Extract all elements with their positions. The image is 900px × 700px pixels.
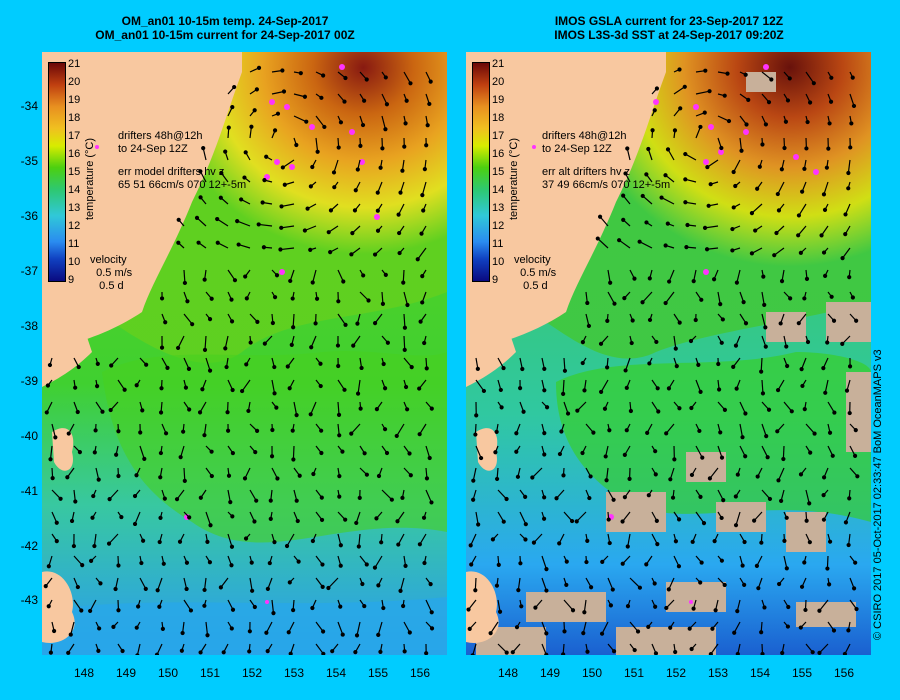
right-title-line1: IMOS GSLA current for 23-Sep-2017 12Z	[554, 14, 784, 28]
left-map-panel[interactable]: 21 20 19 18 17 16 15 14 13 12 11 10 9 te…	[42, 52, 447, 655]
left-title-line1: OM_an01 10-15m temp. 24-Sep-2017	[121, 14, 329, 28]
left-velocity-legend: velocity 0.5 m/s 0.5 d	[90, 254, 133, 292]
right-colorbar	[472, 62, 490, 282]
left-error-label: err model drifters hv z 65 51 66cm/s 070…	[118, 166, 247, 191]
left-colorbar-label: temperature (°C)	[84, 137, 96, 220]
left-temperature-map	[42, 52, 447, 655]
right-drifters-label: drifters 48h@12h to 24-Sep 12Z	[542, 130, 627, 155]
right-map-panel[interactable]: 21 20 19 18 17 16 15 14 13 12 11 10 9 te…	[466, 52, 871, 655]
right-colorbar-label: temperature (°C)	[508, 137, 520, 220]
right-title-line2: IMOS L3S-3d SST at 24-Sep-2017 09:20Z	[554, 28, 784, 42]
right-error-label: err alt drifters hv z 37 49 66cm/s 070 1…	[542, 166, 671, 191]
right-velocity-arrows	[466, 67, 860, 655]
left-colorbar	[48, 62, 66, 282]
left-velocity-arrows	[43, 65, 435, 655]
right-drifter-tracks	[532, 64, 819, 604]
left-drifters-label: drifters 48h@12h to 24-Sep 12Z	[118, 130, 203, 155]
right-velocity-legend: velocity 0.5 m/s 0.5 d	[514, 254, 557, 292]
credit-text: © CSIRO 2017 05-Oct-2017 02:33:47 BoM Oc…	[872, 349, 884, 640]
right-title: IMOS GSLA current for 23-Sep-2017 12Z IM…	[464, 14, 874, 42]
right-temperature-map	[466, 52, 871, 655]
left-title-line2: OM_an01 10-15m current for 24-Sep-2017 0…	[95, 28, 355, 42]
left-title: OM_an01 10-15m temp. 24-Sep-2017 OM_an01…	[20, 14, 430, 42]
